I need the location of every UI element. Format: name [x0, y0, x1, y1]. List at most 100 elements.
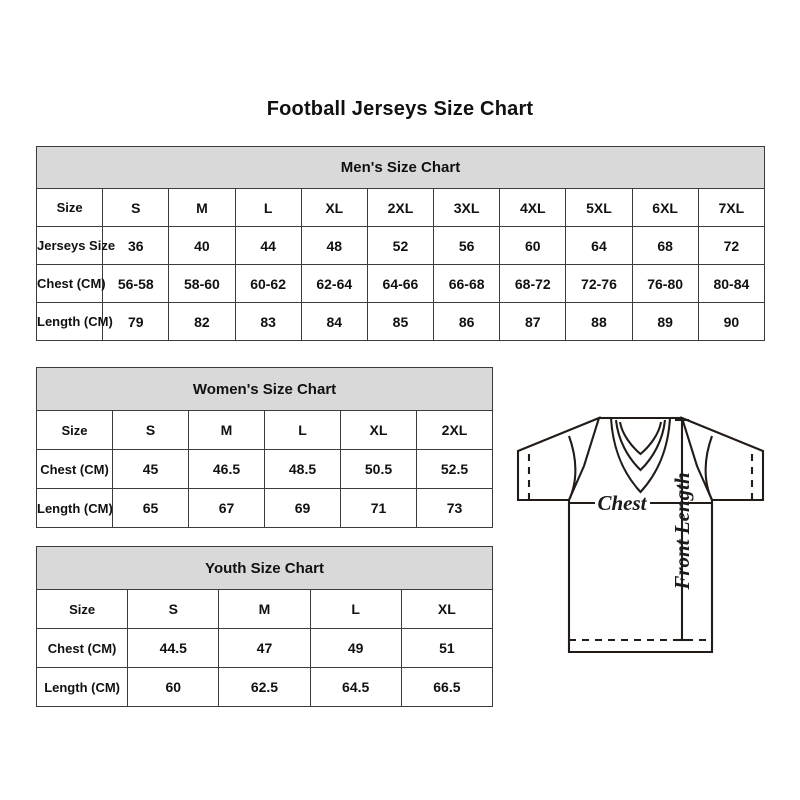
table-band-row: Women's Size Chart: [36, 367, 493, 411]
table-row: Size S M L XL 2XL: [36, 410, 493, 450]
mens-chest-9: 80-84: [697, 264, 766, 303]
mens-size-5xl: 5XL: [565, 188, 633, 227]
row-label-length: Length (CM): [36, 488, 113, 528]
row-label-size: Size: [35, 589, 129, 629]
youth-chest-1: 47: [218, 628, 311, 668]
mens-size-xl: XL: [300, 188, 368, 227]
youth-size-m: M: [218, 589, 311, 629]
table-row: Chest (CM) 45 46.5 48.5 50.5 52.5: [36, 449, 493, 489]
mens-jerseys-size-4: 52: [366, 226, 435, 265]
youth-length-1: 62.5: [218, 667, 311, 707]
mens-size-s: S: [102, 188, 170, 227]
womens-size-xl: XL: [340, 410, 417, 450]
jersey-measurement-diagram: Chest Front Length: [498, 396, 783, 681]
table-row: Chest (CM) 56-58 58-60 60-62 62-64 64-66…: [35, 264, 766, 303]
v-neck-middle-band: [614, 419, 667, 472]
mens-chest-2: 60-62: [234, 264, 302, 303]
mens-table-title: Men's Size Chart: [36, 146, 765, 189]
mens-length-4: 85: [366, 302, 435, 341]
mens-jerseys-size-8: 68: [631, 226, 699, 265]
womens-size-2xl: 2XL: [416, 410, 493, 450]
page-title: Football Jerseys Size Chart: [266, 98, 534, 120]
mens-length-5: 86: [433, 302, 501, 341]
womens-length-2: 69: [264, 488, 341, 528]
womens-length-0: 65: [112, 488, 189, 528]
table-row: Size S M L XL: [35, 589, 494, 629]
mens-length-2: 83: [234, 302, 302, 341]
mens-size-7xl: 7XL: [697, 188, 766, 227]
mens-jerseys-size-9: 72: [697, 226, 766, 265]
mens-length-3: 84: [300, 302, 368, 341]
youth-size-l: L: [309, 589, 402, 629]
table-row: Length (CM) 60 62.5 64.5 66.5: [35, 667, 494, 707]
mens-jerseys-size-5: 56: [433, 226, 501, 265]
mens-jerseys-size-0: 36: [102, 226, 170, 265]
youth-length-2: 64.5: [309, 667, 402, 707]
right-sleeve-outline: [680, 416, 765, 502]
chest-measure-label: Chest: [597, 491, 647, 515]
womens-chest-3: 50.5: [340, 449, 417, 489]
mens-size-3xl: 3XL: [433, 188, 501, 227]
table-row: Length (CM) 79 82 83 84 85 86 87 88 89 9…: [35, 302, 766, 341]
womens-chest-0: 45: [112, 449, 189, 489]
table-band-row: Youth Size Chart: [36, 546, 493, 590]
mens-size-l: L: [234, 188, 302, 227]
mens-chest-3: 62-64: [300, 264, 368, 303]
row-label-chest: Chest (CM): [35, 628, 129, 668]
row-label-length: Length (CM): [35, 302, 113, 341]
youth-chest-0: 44.5: [127, 628, 220, 668]
row-label-size: Size: [35, 188, 104, 227]
row-label-chest: Chest (CM): [36, 449, 113, 489]
youth-size-xl: XL: [400, 589, 494, 629]
mens-length-0: 79: [102, 302, 170, 341]
mens-jerseys-size-2: 44: [234, 226, 302, 265]
table-row: Jerseys Size 36 40 44 48 52 56 60 64 68 …: [35, 226, 766, 265]
table-row: Chest (CM) 44.5 47 49 51: [35, 628, 494, 668]
mens-size-4xl: 4XL: [499, 188, 567, 227]
mens-length-1: 82: [168, 302, 236, 341]
youth-chest-3: 51: [400, 628, 494, 668]
youth-table-title: Youth Size Chart: [36, 546, 493, 590]
v-neck-outer-line: [609, 417, 672, 494]
mens-length-8: 89: [631, 302, 699, 341]
mens-chest-1: 58-60: [168, 264, 236, 303]
womens-size-s: S: [112, 410, 189, 450]
mens-jerseys-size-6: 60: [499, 226, 567, 265]
mens-size-table: Men's Size Chart Size S M L XL 2XL 3XL 4…: [35, 146, 766, 341]
womens-size-l: L: [264, 410, 341, 450]
mens-jerseys-size-3: 48: [300, 226, 368, 265]
mens-chest-4: 64-66: [366, 264, 435, 303]
youth-size-table: Youth Size Chart Size S M L XL Chest (CM…: [35, 546, 494, 707]
mens-chest-7: 72-76: [565, 264, 633, 303]
v-neck-inner-band: [618, 421, 663, 456]
mens-chest-6: 68-72: [499, 264, 567, 303]
mens-length-9: 90: [697, 302, 766, 341]
youth-length-0: 60: [127, 667, 220, 707]
womens-size-table: Women's Size Chart Size S M L XL 2XL Che…: [36, 367, 493, 528]
row-label-size: Size: [36, 410, 113, 450]
youth-size-s: S: [127, 589, 220, 629]
youth-chest-2: 49: [309, 628, 402, 668]
table-row: Length (CM) 65 67 69 71 73: [36, 488, 493, 528]
mens-size-m: M: [168, 188, 236, 227]
womens-length-3: 71: [340, 488, 417, 528]
table-band-row: Men's Size Chart: [36, 146, 765, 189]
row-label-length: Length (CM): [35, 667, 129, 707]
womens-chest-1: 46.5: [188, 449, 265, 489]
mens-chest-0: 56-58: [102, 264, 170, 303]
womens-length-1: 67: [188, 488, 265, 528]
left-sleeve-outline: [516, 416, 601, 502]
mens-size-2xl: 2XL: [366, 188, 435, 227]
table-row: Size S M L XL 2XL 3XL 4XL 5XL 6XL 7XL: [35, 188, 766, 227]
womens-chest-2: 48.5: [264, 449, 341, 489]
row-label-chest: Chest (CM): [35, 264, 106, 303]
womens-size-m: M: [188, 410, 265, 450]
front-length-measure-label: Front Length: [670, 472, 694, 590]
mens-length-6: 87: [499, 302, 567, 341]
mens-size-6xl: 6XL: [631, 188, 699, 227]
womens-chest-4: 52.5: [416, 449, 493, 489]
row-label-jerseys-size: Jerseys Size: [35, 226, 115, 265]
shirt-body-outline: [567, 500, 714, 654]
womens-length-4: 73: [416, 488, 493, 528]
left-armhole-curve: [568, 435, 577, 501]
